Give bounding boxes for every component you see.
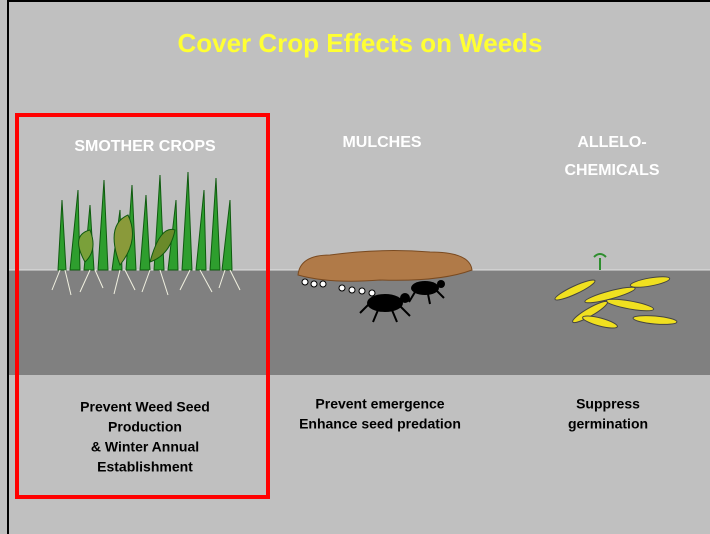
grass-illustration	[57, 171, 233, 271]
roots	[51, 269, 241, 296]
mulch-illustration	[297, 250, 473, 323]
panel-smother: SMOTHER CROPS Prevent Weed Seed Producti…	[74, 138, 216, 474]
panel-caption: Production	[108, 419, 182, 435]
panel-heading: CHEMICALS	[564, 162, 659, 179]
panel-caption: Prevent Weed Seed	[80, 399, 210, 415]
panel-caption: Establishment	[97, 459, 193, 475]
panel-caption: Enhance seed predation	[299, 416, 461, 432]
panel-allelo: ALLELO- CHEMICALS Suppress germination	[564, 134, 659, 431]
seed-illustration	[554, 253, 678, 329]
panel-heading: ALLELO-	[577, 134, 646, 151]
panel-caption: Prevent emergence	[315, 396, 444, 412]
slide-title: Cover Crop Effects on Weeds	[177, 28, 542, 58]
panel-heading: SMOTHER CROPS	[74, 138, 216, 155]
beetles	[359, 280, 445, 323]
panel-mulches: MULCHES Prevent emergence Enhance seed p…	[299, 134, 461, 431]
panel-caption: & Winter Annual	[91, 439, 199, 455]
panel-caption: germination	[568, 416, 648, 432]
panel-caption: Suppress	[576, 396, 640, 412]
panel-heading: MULCHES	[342, 134, 421, 151]
highlight-box	[15, 113, 270, 499]
